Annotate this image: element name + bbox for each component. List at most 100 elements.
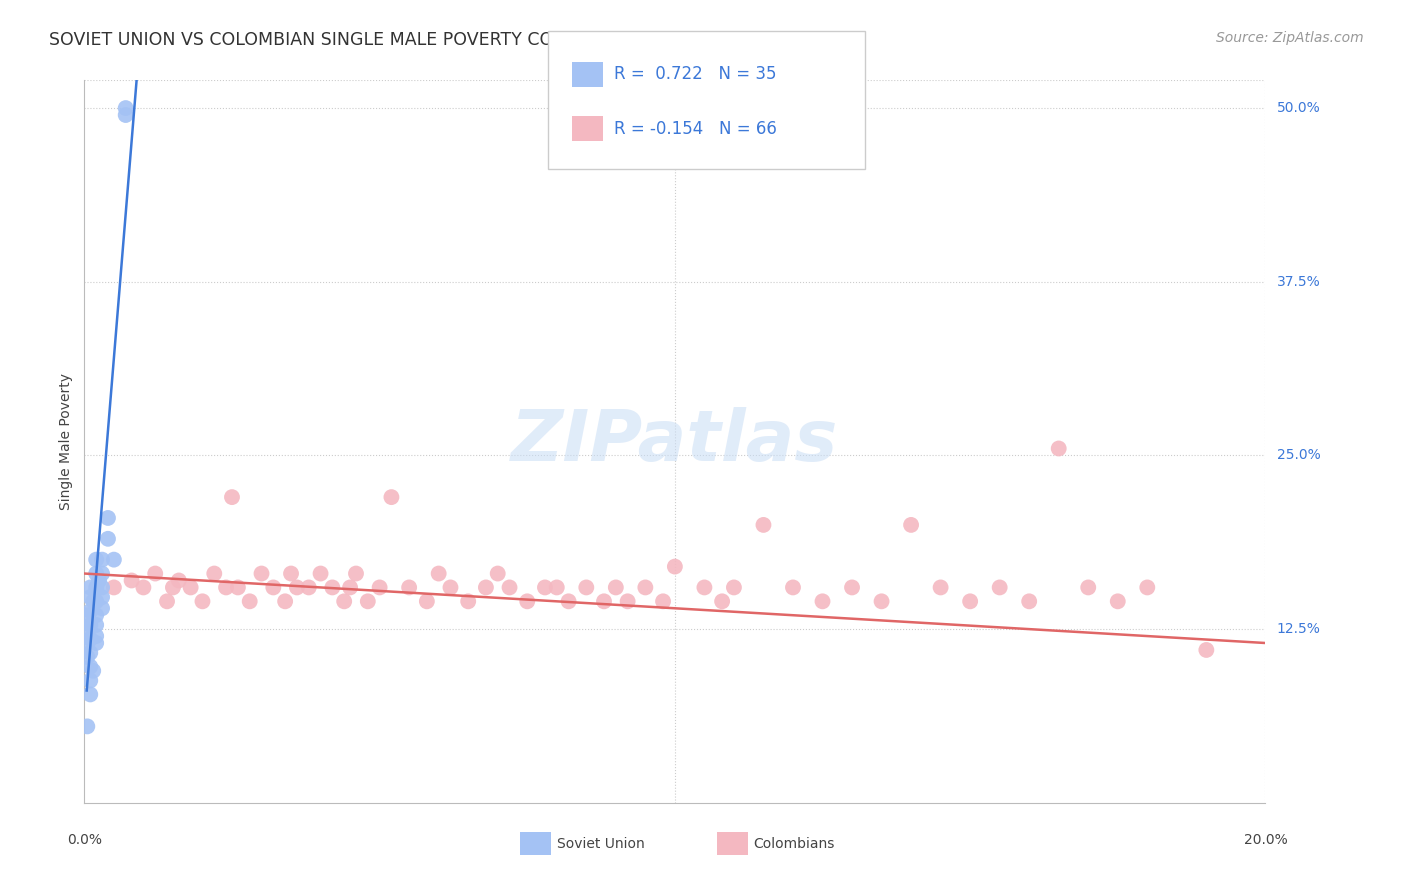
Point	[427, 566, 450, 581]
Point	[76, 719, 98, 733]
Text: Colombians: Colombians	[754, 837, 835, 851]
Point	[97, 511, 120, 525]
Point	[280, 566, 302, 581]
Point	[321, 581, 343, 595]
Y-axis label: Single Male Poverty: Single Male Poverty	[59, 373, 73, 510]
Point	[202, 566, 225, 581]
Point	[262, 581, 284, 595]
Point	[1136, 581, 1159, 595]
Point	[215, 581, 238, 595]
Point	[221, 490, 243, 504]
Point	[339, 581, 361, 595]
Point	[79, 646, 101, 660]
Point	[664, 559, 686, 574]
Point	[344, 566, 367, 581]
Point	[416, 594, 439, 608]
Point	[167, 574, 190, 588]
Point	[634, 581, 657, 595]
Point	[870, 594, 893, 608]
Point	[79, 673, 101, 688]
Point	[475, 581, 498, 595]
Point	[723, 581, 745, 595]
Point	[97, 532, 120, 546]
Point	[82, 594, 104, 608]
Point	[91, 601, 114, 615]
Point	[79, 618, 101, 632]
Point	[156, 594, 179, 608]
Point	[239, 594, 262, 608]
Point	[191, 594, 214, 608]
Point	[91, 590, 114, 604]
Point	[380, 490, 402, 504]
Point	[357, 594, 380, 608]
Point	[457, 594, 479, 608]
Point	[87, 574, 111, 588]
Point	[84, 618, 107, 632]
Point	[546, 581, 568, 595]
Point	[309, 566, 332, 581]
Point	[557, 594, 579, 608]
Point	[1077, 581, 1099, 595]
Point	[752, 517, 775, 532]
Point	[91, 581, 114, 595]
Point	[285, 581, 308, 595]
Point	[91, 566, 114, 581]
Point	[929, 581, 952, 595]
Point	[76, 636, 98, 650]
Point	[811, 594, 834, 608]
Point	[76, 608, 98, 623]
Text: 12.5%: 12.5%	[1277, 622, 1320, 636]
Point	[900, 517, 922, 532]
Point	[368, 581, 391, 595]
Point	[114, 108, 136, 122]
Point	[398, 581, 420, 595]
Point	[1195, 643, 1218, 657]
Point	[132, 581, 155, 595]
Point	[79, 581, 101, 595]
Point	[79, 632, 101, 646]
Point	[76, 649, 98, 664]
Text: R = -0.154   N = 66: R = -0.154 N = 66	[614, 120, 778, 137]
Point	[162, 581, 184, 595]
Point	[91, 552, 114, 566]
Point	[782, 581, 804, 595]
Point	[103, 581, 125, 595]
Point	[76, 622, 98, 636]
Point	[79, 590, 101, 604]
Point	[114, 101, 136, 115]
Point	[121, 574, 143, 588]
Point	[180, 581, 202, 595]
Point	[575, 581, 598, 595]
Point	[498, 581, 520, 595]
Point	[84, 581, 107, 595]
Point	[516, 594, 538, 608]
Point	[250, 566, 273, 581]
Point	[274, 594, 297, 608]
Text: 50.0%: 50.0%	[1277, 101, 1320, 115]
Point	[79, 659, 101, 673]
Point	[616, 594, 638, 608]
Point	[84, 629, 107, 643]
Text: Source: ZipAtlas.com: Source: ZipAtlas.com	[1216, 31, 1364, 45]
Text: Soviet Union: Soviet Union	[557, 837, 644, 851]
Point	[84, 636, 107, 650]
Text: 0.0%: 0.0%	[67, 833, 101, 847]
Point	[711, 594, 734, 608]
Point	[79, 687, 101, 701]
Point	[84, 552, 107, 566]
Point	[1047, 442, 1070, 456]
Point	[82, 664, 104, 678]
Point	[1107, 594, 1129, 608]
Text: 25.0%: 25.0%	[1277, 449, 1320, 462]
Point	[1018, 594, 1040, 608]
Text: 37.5%: 37.5%	[1277, 275, 1320, 289]
Point	[841, 581, 863, 595]
Point	[103, 552, 125, 566]
Point	[143, 566, 166, 581]
Text: SOVIET UNION VS COLOMBIAN SINGLE MALE POVERTY CORRELATION CHART: SOVIET UNION VS COLOMBIAN SINGLE MALE PO…	[49, 31, 716, 49]
Point	[486, 566, 509, 581]
Point	[959, 594, 981, 608]
Point	[605, 581, 627, 595]
Point	[534, 581, 557, 595]
Point	[333, 594, 356, 608]
